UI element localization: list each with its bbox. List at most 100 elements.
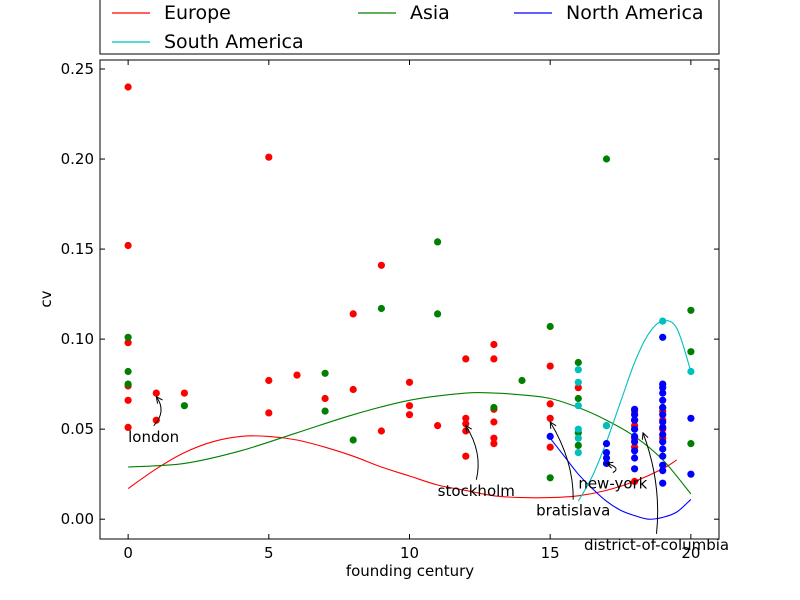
annotation-arrow: [642, 432, 659, 534]
data-point: [659, 411, 667, 419]
annotation-label: london: [128, 428, 179, 446]
data-point: [434, 310, 442, 318]
legend-entry-europe: Europe: [112, 2, 231, 24]
data-point: [659, 445, 667, 453]
data-point: [574, 434, 582, 442]
data-point: [377, 304, 385, 313]
data-point: [659, 317, 667, 325]
data-point: [631, 411, 639, 419]
data-point: [631, 447, 639, 455]
data-point: [124, 380, 132, 388]
data-point: [659, 461, 667, 469]
data-point: [124, 241, 132, 250]
data-point: [546, 432, 554, 440]
legend-entry-south-america: South America: [112, 31, 304, 53]
trend-line-north-america: [549, 437, 692, 520]
annotation-arrow: [465, 425, 479, 480]
annotation-arrow: [606, 462, 617, 474]
data-point: [687, 414, 695, 422]
data-point: [602, 454, 611, 462]
data-point: [180, 389, 188, 397]
x-tick-label: 5: [264, 544, 274, 562]
data-point: [321, 369, 329, 377]
data-point: [602, 440, 611, 448]
y-tick-label: 0.15: [61, 240, 94, 258]
data-point: [631, 405, 639, 413]
annotation-bratislava: bratislava: [536, 421, 610, 520]
legend-label: South America: [164, 31, 304, 53]
data-point: [546, 474, 554, 482]
annotations: london stockholm bratislava new-york distric…: [128, 395, 729, 554]
y-tick-label: 0.25: [61, 60, 94, 78]
annotation-arrowhead: [465, 424, 472, 433]
data-point: [687, 470, 695, 478]
data-point: [631, 465, 639, 473]
data-point: [602, 155, 611, 163]
data-point: [377, 261, 385, 269]
annotation-district-of-columbia: district-of-columbia: [584, 431, 729, 554]
data-point: [659, 403, 667, 412]
data-point: [631, 425, 639, 433]
data-point: [434, 238, 442, 246]
data-point: [490, 418, 498, 426]
annotation-arrowhead: [155, 395, 163, 404]
annotation-arrow: [549, 421, 574, 500]
y-axis-label: cv: [37, 290, 55, 307]
data-point: [659, 333, 667, 341]
data-point: [631, 432, 639, 440]
legend-entry-asia: Asia: [358, 2, 450, 24]
data-point: [631, 454, 639, 462]
data-point: [124, 333, 132, 341]
data-point: [574, 378, 582, 386]
data-point: [659, 389, 667, 397]
annotation-label: district-of-columbia: [584, 536, 729, 554]
data-point: [546, 443, 554, 451]
data-point: [574, 425, 582, 433]
annotation-arrowhead: [549, 421, 557, 429]
data-point: [546, 362, 554, 370]
data-point: [659, 438, 667, 446]
data-point: [490, 403, 498, 412]
data-point: [687, 306, 695, 314]
data-point: [659, 431, 667, 439]
data-point: [405, 411, 414, 419]
annotation-arrow: [153, 396, 162, 427]
data-point: [631, 477, 639, 485]
data-point: [490, 440, 498, 448]
series-north-america: [546, 333, 695, 487]
data-point: [602, 422, 611, 430]
data-point: [490, 434, 498, 442]
x-axis-label: founding century: [346, 562, 474, 580]
trend-lines: [127, 320, 692, 520]
annotation-stockholm: stockholm: [438, 424, 515, 500]
legend-label: North America: [566, 2, 704, 24]
legend-label: Asia: [410, 2, 450, 24]
trend-line-south-america: [577, 320, 692, 502]
data-point: [659, 423, 667, 431]
data-point: [124, 396, 132, 404]
annotation-label: stockholm: [438, 482, 515, 500]
annotation-label: new-york: [578, 475, 647, 493]
annotation-arrowhead: [605, 461, 614, 469]
data-point: [687, 367, 695, 376]
data-point: [659, 384, 667, 392]
y-tick-label: 0.20: [61, 150, 94, 168]
data-point: [152, 416, 160, 424]
x-tick-label: 20: [681, 544, 700, 562]
data-point: [265, 409, 273, 417]
data-point: [434, 422, 442, 430]
data-point: [574, 366, 582, 374]
data-point: [518, 376, 526, 385]
data-point: [124, 83, 132, 91]
data-point: [405, 402, 414, 410]
annotation-london: london: [128, 395, 179, 446]
data-point: [631, 416, 639, 424]
series-south-america: [574, 317, 695, 457]
data-point: [405, 378, 414, 386]
x-tick-label: 15: [541, 544, 560, 562]
legend-entry-north-america: North America: [514, 2, 704, 24]
data-point: [349, 385, 357, 394]
y-tick-label: 0.00: [61, 510, 94, 528]
data-point: [574, 441, 582, 449]
